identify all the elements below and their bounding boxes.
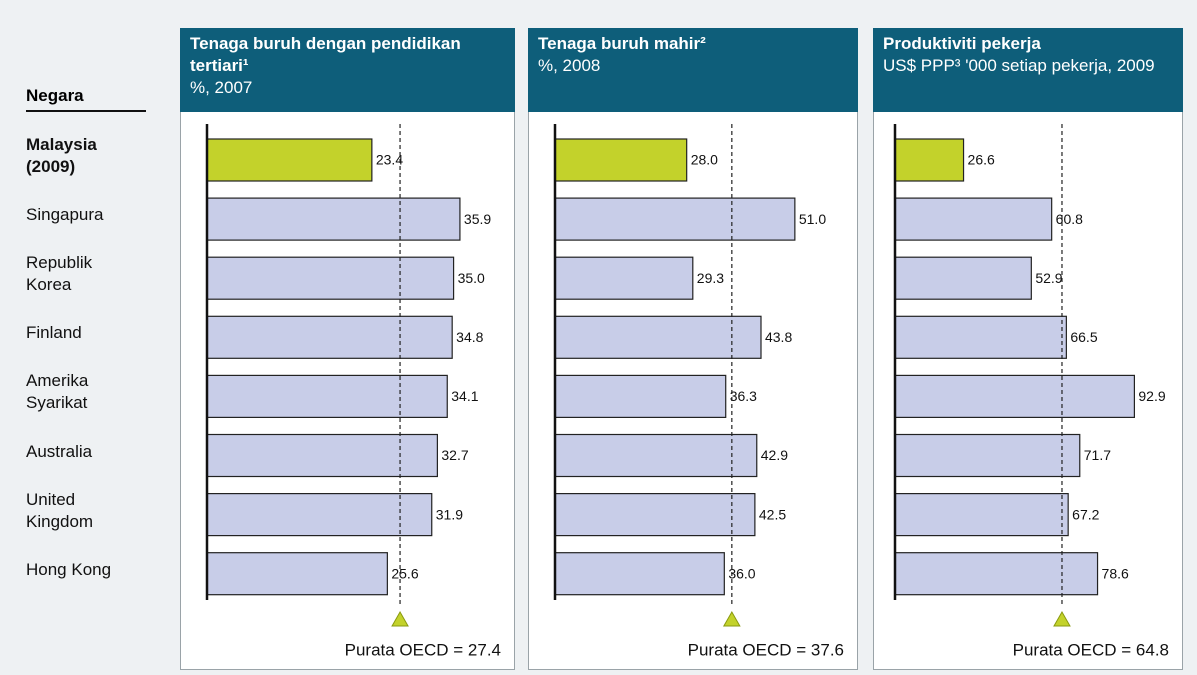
value-label: 28.0 [691, 152, 718, 168]
bar [554, 197, 796, 241]
bar [206, 138, 373, 182]
value-label: 51.0 [799, 211, 826, 227]
bar [206, 493, 433, 537]
value-label: 92.9 [1138, 388, 1165, 404]
bar [554, 493, 756, 537]
category-label: Republik Korea [26, 253, 93, 295]
panel-subtitle: %, 2008 [538, 56, 601, 75]
panel-title: Tenaga buruh dengan pendidikan tertiari¹ [190, 34, 461, 75]
bar [894, 374, 1135, 418]
value-label: 32.7 [441, 447, 468, 463]
bar [206, 256, 455, 300]
reference-marker [391, 610, 409, 627]
value-label: 60.8 [1056, 211, 1083, 227]
value-label: 66.5 [1070, 329, 1097, 345]
category-label: Amerika Syarikat [26, 371, 89, 413]
panel-header: Tenaga buruh mahir² %, 2008 [528, 28, 858, 112]
panel-header: Tenaga buruh dengan pendidikan tertiari¹… [180, 28, 515, 112]
bar [894, 433, 1081, 478]
value-label: 71.7 [1084, 447, 1111, 463]
category-label: Malaysia (2009) [26, 135, 97, 176]
reference-label: Purata OECD = 64.8 [1013, 640, 1169, 659]
bar [206, 552, 388, 596]
value-label: 42.9 [761, 447, 788, 463]
panel-subtitle: %, 2007 [190, 78, 253, 97]
category-label: United Kingdom [26, 489, 94, 531]
bar [894, 197, 1053, 241]
value-label: 29.3 [697, 270, 724, 286]
reference-label: Purata OECD = 37.6 [688, 640, 844, 659]
value-label: 26.6 [968, 152, 995, 168]
bar [554, 433, 758, 478]
value-label: 52.9 [1035, 270, 1062, 286]
bar [206, 197, 461, 241]
bar [894, 138, 965, 182]
value-label: 42.5 [759, 506, 786, 522]
bar [554, 256, 694, 300]
bar [206, 433, 438, 478]
panel-header: Produktiviti pekerja US$ PPP³ '000 setiap… [873, 28, 1183, 112]
value-label: 35.0 [458, 270, 485, 286]
panel-subtitle: US$ PPP³ '000 setiap pekerja, 2009 [883, 56, 1155, 75]
bar [894, 256, 1032, 300]
panel-title: Tenaga buruh mahir² [538, 34, 706, 53]
value-label: 31.9 [436, 506, 463, 522]
value-label: 78.6 [1102, 565, 1129, 581]
value-label: 23.4 [376, 152, 403, 168]
bar [206, 374, 448, 418]
value-label: 35.9 [464, 211, 491, 227]
value-label: 25.6 [391, 565, 418, 581]
bar [894, 493, 1069, 537]
category-label: Singapura [26, 205, 104, 225]
bar [554, 374, 727, 418]
bar [554, 552, 725, 596]
category-label: Hong Kong [26, 559, 112, 579]
bar [894, 552, 1099, 596]
category-label: Finland [26, 323, 82, 343]
value-label: 34.1 [451, 388, 478, 404]
reference-label: Purata OECD = 27.4 [345, 640, 501, 659]
value-label: 36.0 [728, 565, 755, 581]
bar [206, 315, 453, 359]
panel-title: Produktiviti pekerja [883, 34, 1041, 53]
reference-marker [722, 610, 741, 627]
value-label: 43.8 [765, 329, 792, 345]
value-label: 34.8 [456, 329, 483, 345]
row-header: Negara [26, 86, 146, 112]
reference-marker [1053, 610, 1071, 627]
value-label: 67.2 [1072, 506, 1099, 522]
category-label: Australia [26, 441, 93, 461]
bar [554, 138, 688, 182]
bar [554, 315, 762, 359]
bar [894, 315, 1067, 359]
value-label: 36.3 [730, 388, 757, 404]
